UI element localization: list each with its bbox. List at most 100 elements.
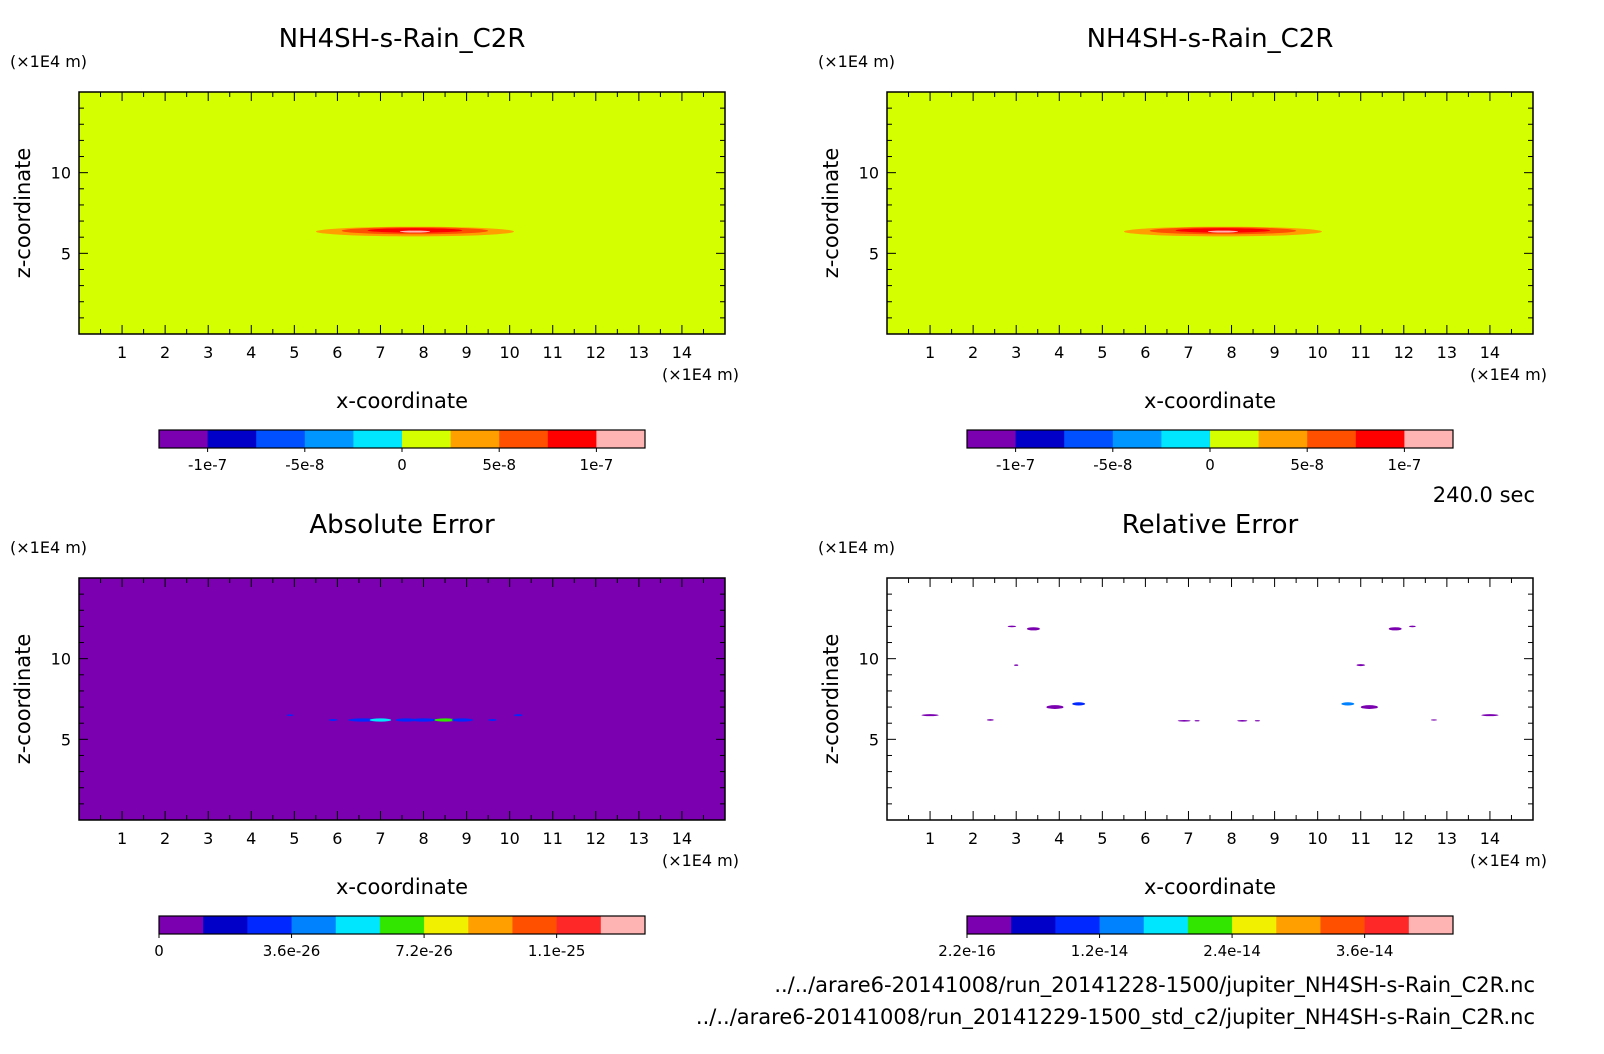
chart-title: Absolute Error: [309, 510, 495, 540]
x-tick-label: 10: [499, 343, 519, 362]
chart-title: Relative Error: [1122, 510, 1299, 540]
colorbar-segment: [1055, 916, 1101, 934]
colorbar-segment: [1364, 916, 1410, 934]
x-tick-label: 14: [672, 343, 692, 362]
colorbar-segment: [1307, 430, 1357, 448]
x-tick-label: 2: [968, 829, 978, 848]
data-patch: [1177, 719, 1191, 722]
colorbar-label: -5e-8: [1093, 456, 1132, 474]
colorbar-segment: [1232, 916, 1277, 934]
colorbar-frame: [158, 915, 646, 935]
colorbar-segment: [967, 430, 1017, 448]
x-tick-label: 4: [246, 829, 256, 848]
colorbar-segment: [596, 430, 646, 448]
x-tick-label: 14: [672, 829, 692, 848]
chart-title: NH4SH-s-Rain_C2R: [279, 24, 526, 54]
x-tick-label: 7: [375, 829, 385, 848]
colorbar-segment: [547, 430, 597, 448]
x-tick-label: 10: [1307, 829, 1327, 848]
colorbar-segment: [159, 430, 209, 448]
colorbar-label: 5e-8: [482, 456, 516, 474]
x-axis-label: x-coordinate: [336, 389, 468, 413]
colorbar-segment: [159, 916, 204, 934]
data-patch: [1014, 664, 1019, 666]
colorbar-label: 1.2e-14: [1071, 942, 1129, 960]
data-patch: [410, 718, 437, 722]
colorbar-label: 1e-7: [580, 456, 614, 474]
x-tick-label: 2: [160, 829, 170, 848]
colorbar-segment: [1161, 430, 1211, 448]
x-tick-label: 1: [925, 343, 935, 362]
x-tick-label: 3: [1011, 829, 1021, 848]
colorbar-segment: [304, 430, 354, 448]
x-tick-label: 9: [462, 829, 472, 848]
y-tick-label: 5: [869, 730, 879, 749]
colorbar-segment: [1015, 430, 1065, 448]
chart-title: NH4SH-s-Rain_C2R: [1087, 24, 1334, 54]
x-tick-label: 7: [1183, 829, 1193, 848]
x-tick-label: 11: [543, 829, 563, 848]
data-patch: [1237, 719, 1248, 722]
chart-panel: NH4SH-s-Rain_C2R(×1E4 m)1 2 3 4 5 6 7 8 9 10 11 12 1…: [818, 24, 1547, 474]
colorbar-label: 3.6e-26: [263, 942, 321, 960]
x-tick-label: 6: [332, 343, 342, 362]
x-tick-label: 3: [1011, 343, 1021, 362]
colorbar-segment: [499, 430, 549, 448]
data-patch: [1408, 625, 1416, 628]
data-layer: [286, 714, 523, 722]
y-axis-label: z-coordinate: [11, 634, 35, 765]
x-tick-label: 9: [1270, 343, 1280, 362]
y-unit-label: (×1E4 m): [10, 538, 87, 557]
data-patch: [1341, 702, 1355, 706]
x-tick-label: 6: [332, 829, 342, 848]
data-layer: [921, 625, 1499, 722]
x-tick-label: 12: [1394, 343, 1414, 362]
colorbar-label: 0: [1205, 456, 1215, 474]
x-tick-label: 2: [160, 343, 170, 362]
colorbar-segment: [353, 430, 403, 448]
data-patch: [1430, 719, 1437, 721]
chart-panel: Absolute Error(×1E4 m)1 2 3 4 5 6 7 8 9 10 11 12 13 1…: [10, 510, 739, 960]
x-tick-label: 1: [117, 343, 127, 362]
x-tick-label: 3: [203, 829, 213, 848]
data-patch: [369, 718, 392, 722]
colorbar-label: -1e-7: [188, 456, 227, 474]
colorbar-segment: [1320, 916, 1366, 934]
x-tick-label: 6: [1140, 829, 1150, 848]
data-patch: [488, 719, 497, 721]
data-patch: [1254, 720, 1260, 722]
data-patch: [367, 228, 463, 233]
colorbar-segment: [424, 916, 469, 934]
x-tick-label: 9: [1270, 829, 1280, 848]
colorbar-segment: [1099, 916, 1145, 934]
colorbar-segment: [1187, 916, 1233, 934]
colorbar-segment: [1404, 430, 1454, 448]
colorbar-segment: [1112, 430, 1162, 448]
y-tick-label: 5: [61, 730, 71, 749]
data-patch: [921, 714, 939, 717]
x-tick-label: 11: [1351, 829, 1371, 848]
x-tick-label: 10: [1307, 343, 1327, 362]
colorbar-segment: [1258, 430, 1308, 448]
x-tick-label: 3: [203, 343, 213, 362]
x-tick-label: 13: [629, 829, 649, 848]
colorbar-label: 5e-8: [1290, 456, 1324, 474]
x-tick-label: 12: [586, 829, 606, 848]
y-tick-label: 5: [61, 244, 71, 263]
colorbar-segment: [967, 916, 1012, 934]
y-tick-label: 5: [869, 244, 879, 263]
x-tick-label: 5: [1097, 343, 1107, 362]
plot-background: [887, 92, 1533, 334]
colorbar-label: 2.4e-14: [1203, 942, 1261, 960]
colorbar-segment: [1064, 430, 1114, 448]
x-tick-label: 14: [1480, 829, 1500, 848]
colorbar-segment: [247, 916, 293, 934]
colorbar-segment: [203, 916, 248, 934]
colorbar-label: 1.1e-25: [528, 942, 586, 960]
x-tick-label: 8: [418, 829, 428, 848]
time-label: 240.0 sec: [1433, 483, 1535, 507]
data-patch: [1356, 664, 1366, 667]
y-tick-label: 10: [51, 650, 71, 669]
colorbar-segment: [1011, 916, 1056, 934]
